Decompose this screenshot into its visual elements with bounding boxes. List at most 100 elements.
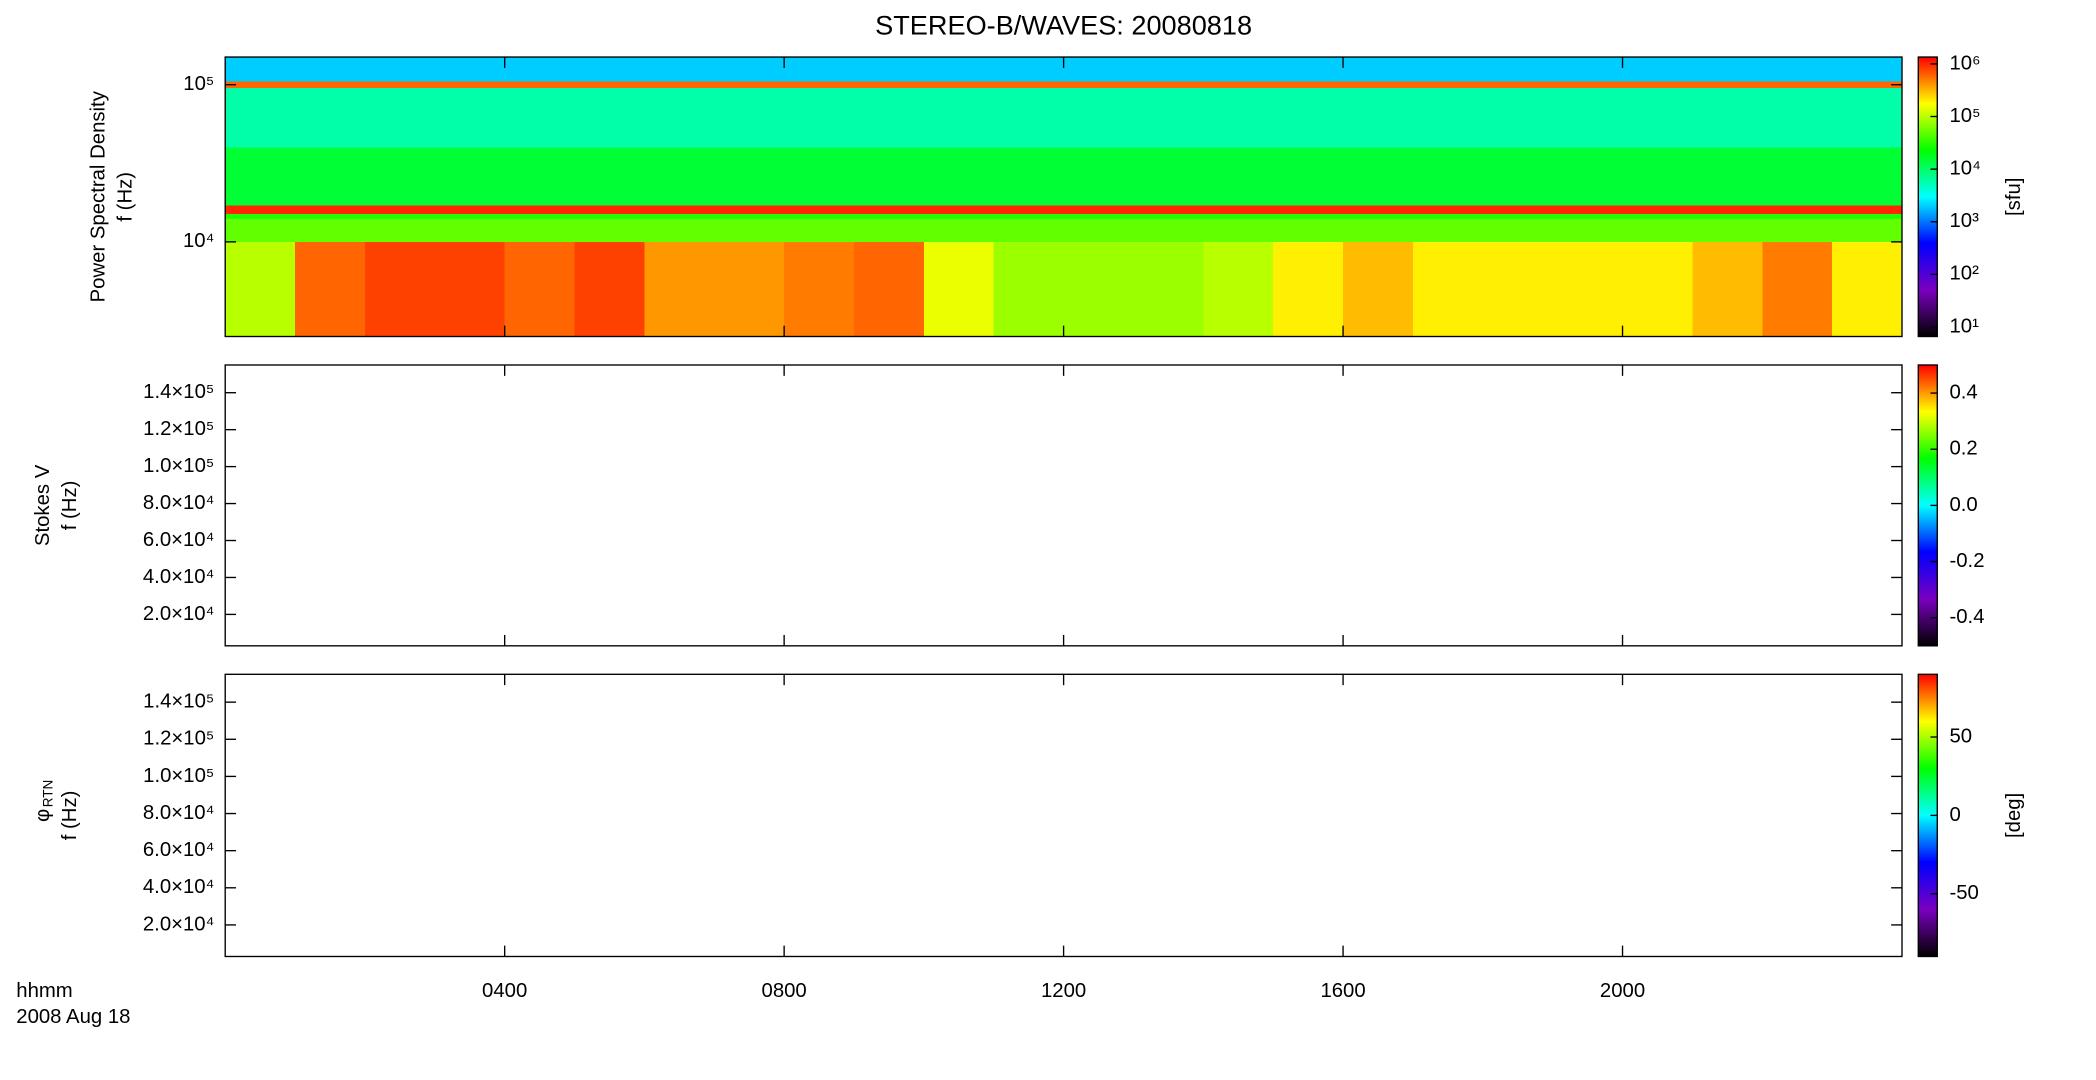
spectrogram-cell [1692,88,1763,148]
spectrogram-cell [295,57,366,82]
spectrogram-cell [993,88,1065,148]
spectrogram-cell [1412,88,1484,148]
spectrogram-cell [364,214,436,219]
spectrogram-cell [784,218,855,242]
spectrogram-cell [1832,88,1903,148]
spectrogram-cell [644,81,715,89]
colorbar-tick-label: 10⁴ [1949,158,1980,180]
spectrogram-cell [1273,214,1344,219]
spectrogram-cell [364,147,436,206]
plot-frame [224,364,1903,647]
spectrogram-cell [1482,241,1554,337]
spectrogram-cell [1203,147,1274,206]
y-tick-label: 10⁴ [183,230,214,252]
spectrogram-cell [1133,205,1205,215]
spectrogram-cell [854,147,925,206]
y-tick-label: 6.0×10⁴ [143,839,214,861]
spectrogram-cell [1343,57,1414,82]
spectrogram-cell [1832,147,1903,206]
spectrogram-cell [1622,218,1694,242]
spectrogram-cell [574,241,646,337]
spectrogram-cell [714,81,785,89]
spectrogram-cell [714,147,785,206]
spectrogram-cell [1552,81,1624,89]
spectrogram-cell [784,88,855,148]
spectrogram-cell [1482,81,1554,89]
y-tick-label: 4.0×10⁴ [143,876,214,898]
spectrogram-cell [434,147,506,206]
spectrogram-cell [295,241,366,337]
spectrogram-cell [1203,241,1274,337]
spectrogram-cell [225,241,296,337]
spectrogram-cell [295,147,366,206]
spectrogram-cell [364,81,436,89]
spectrogram-cell [1482,88,1554,148]
spectrogram-cell [1552,241,1624,337]
colorbar-tick-label: 0 [1949,804,1960,826]
spectrogram-cell [364,57,436,82]
spectrogram-cell [1762,241,1833,337]
spectrogram-cell [295,214,366,219]
spectrogram-cell [1622,241,1694,337]
spectrogram-cell [574,88,646,148]
colorbar-tick-label: 10¹ [1949,315,1979,337]
x-tick-label: 0800 [762,980,807,1002]
spectrogram-cell [1273,88,1344,148]
spectrogram-cell [574,205,646,215]
spectrogram-cell [504,241,576,337]
spectrogram-cell [1762,205,1833,215]
chart-title: STEREO-B/WAVES: 20080818 [875,9,1252,40]
spectrogram-cell [923,214,995,219]
spectrogram-cell [504,205,576,215]
spectrogram-cell [295,205,366,215]
colorbar-tick-label: 10² [1949,263,1979,285]
spectrogram-cell [1762,147,1833,206]
spectrogram-cell [1832,241,1903,337]
y-tick-label: 1.2×10⁵ [143,728,214,750]
spectrogram-cell [1552,205,1624,215]
spectrogram-cell [784,205,855,215]
y-axis-label: φ [32,809,54,822]
spectrogram-cell [1343,81,1414,89]
spectrogram-cell [1412,57,1484,82]
spectrogram-cell [1273,218,1344,242]
spectrogram-cell [993,214,1065,219]
spectrogram-cell [993,241,1065,337]
spectrogram-cell [1273,81,1344,89]
spectrogram-cell [644,147,715,206]
spectrogram-cell [1273,147,1344,206]
y-tick-label: 8.0×10⁴ [143,492,214,514]
y-tick-label: 6.0×10⁴ [143,529,214,551]
spectrogram-cell [1133,81,1205,89]
spectrogram-cell [1412,147,1484,206]
spectrogram-cell [923,57,995,82]
spectrogram-cell [574,147,646,206]
spectrogram-cell [574,57,646,82]
spectrogram-cell [1343,218,1414,242]
spectrogram-cell [1412,81,1484,89]
spectrogram-cell [854,218,925,242]
spectrogram-cell [1692,218,1763,242]
spectrogram-cell [1552,214,1624,219]
spectrogram-cell [434,205,506,215]
spectrogram-cell [434,81,506,89]
spectrogram-cell [225,218,296,242]
spectrogram-cell [1762,218,1833,242]
spectrogram-cell [225,57,296,82]
y-axis-label: Power Spectral Density [87,90,109,302]
spectrogram-cell [1482,147,1554,206]
spectrogram-cell [854,81,925,89]
y-tick-label: 2.0×10⁴ [143,913,214,935]
spectrogram-cell [1063,205,1135,215]
spectrogram-cell [1692,57,1763,82]
x-tick-label: 1600 [1320,980,1365,1002]
spectrogram-cell [1622,81,1694,89]
x-tick-label: 2000 [1600,980,1645,1002]
spectrogram-cell [784,214,855,219]
y-axis-label-subscript: RTN [40,780,55,808]
spectrogram-cell [923,205,995,215]
spectrogram-cell [225,88,296,148]
spectrogram-cell [1832,214,1903,219]
spectrogram-cell [295,218,366,242]
